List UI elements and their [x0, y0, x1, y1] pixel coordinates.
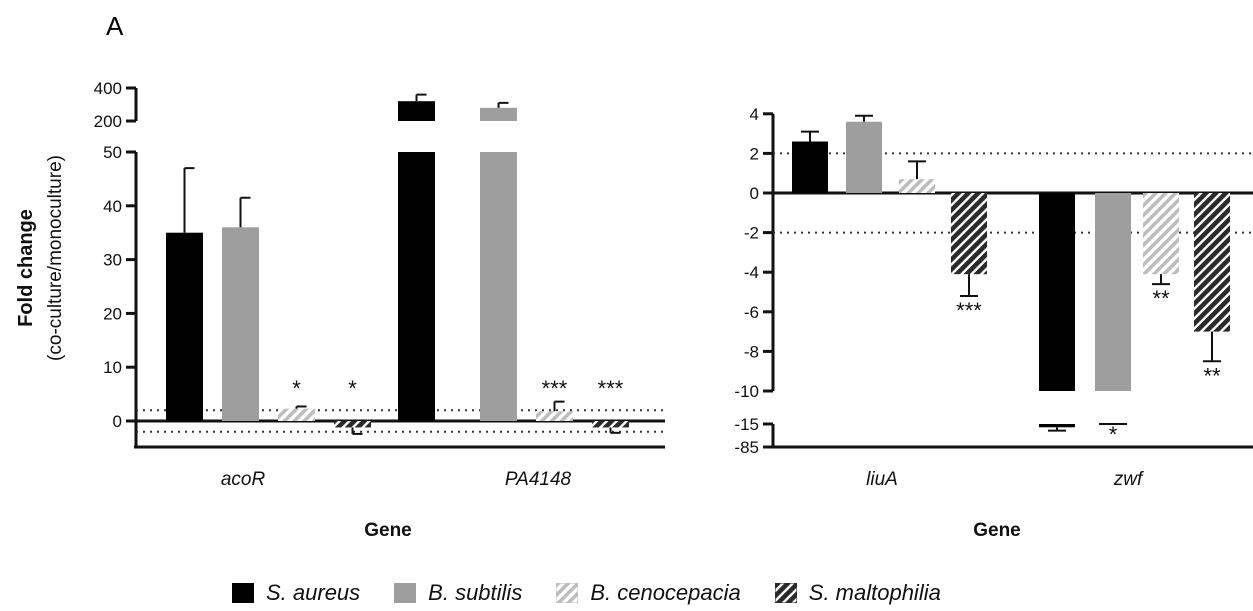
panel-label: A	[106, 11, 124, 41]
right-category-zwf: zwf	[1113, 469, 1144, 490]
left-bar-b-subtilis-pa4148-upper	[480, 107, 517, 121]
left-x-title: Gene	[364, 520, 412, 541]
right-category-liuA: liuA	[866, 469, 898, 490]
right-y-tick-label: -8	[744, 342, 759, 361]
right-y-tick-label: -2	[744, 224, 759, 243]
right-x-title: Gene	[973, 520, 1021, 541]
legend-item-s-maltophilia: S. maltophilia	[774, 580, 941, 606]
left-y-title: Fold change	[15, 209, 37, 327]
right-bar-b-subtilis-zwf	[1095, 193, 1131, 391]
left-significance-marker: ***	[598, 376, 624, 401]
left-y-tick-label: 20	[103, 304, 122, 323]
left-y-subtitle: (co-culture/monoculture)	[45, 155, 66, 361]
right-bar-b-cenocepacia-liua	[899, 179, 935, 193]
left-bar-s-maltophilia-acor	[334, 421, 371, 428]
left-bar-b-subtilis-acor	[222, 227, 259, 421]
right-bar-s-maltophilia-zwf	[1194, 193, 1230, 332]
legend-swatch-s-aureus	[232, 583, 254, 603]
left-bar-b-cenocepacia-pa4148	[536, 411, 573, 421]
left-y-tick-label: 50	[103, 143, 122, 162]
legend-swatch-b-cenocepacia	[556, 583, 579, 603]
right-significance-marker: **	[1203, 363, 1221, 388]
left-significance-marker: *	[348, 376, 357, 401]
right-significance-marker: ***	[956, 298, 982, 323]
legend-swatch-s-maltophilia	[774, 583, 797, 603]
left-y-tick-label: 30	[103, 251, 122, 270]
right-bar-s-aureus-liua	[792, 141, 828, 193]
right-chart: liuA zwf Gene 420-2-4-6-8-10-15-85******…	[734, 105, 1253, 541]
left-significance-marker: ***	[542, 376, 568, 401]
right-y-tick-label: -4	[744, 263, 759, 282]
left-bar-s-aureus-pa4148	[398, 152, 435, 421]
right-y-tick-label: -6	[744, 303, 759, 322]
legend-label: S. maltophilia	[808, 580, 941, 605]
left-y-tick-label: 400	[94, 79, 122, 98]
right-bar-s-maltophilia-liua	[951, 193, 987, 275]
legend-label: S. aureus	[266, 580, 361, 605]
right-bar-s-aureus-zwf	[1039, 193, 1075, 391]
legend: S. aureus B. subtilis B. cenocepacia S. …	[232, 580, 975, 606]
right-y-tick-label: 4	[750, 105, 759, 124]
right-y-tick-label: -15	[734, 415, 759, 434]
left-category-PA4148: PA4148	[505, 469, 572, 490]
legend-item-s-aureus: S. aureus	[232, 580, 360, 606]
left-category-acoR: acoR	[221, 469, 266, 490]
right-bar-s-aureus-zwf-lower	[1039, 424, 1075, 428]
right-bar-b-subtilis-liua	[846, 121, 882, 193]
left-chart: Fold change (co-culture/monoculture) aco…	[15, 79, 665, 541]
legend-label: B. cenocepacia	[590, 580, 741, 605]
left-bar-b-cenocepacia-acor	[278, 408, 315, 421]
legend-item-b-cenocepacia: B. cenocepacia	[556, 580, 741, 606]
right-significance-marker: *	[1109, 422, 1118, 447]
left-y-tick-label: 200	[94, 112, 122, 131]
right-significance-marker: **	[1152, 286, 1170, 311]
right-y-tick-label: 2	[750, 144, 759, 163]
left-y-tick-label: 40	[103, 197, 122, 216]
left-bar-b-subtilis-pa4148	[480, 152, 517, 421]
left-y-tick-label: 0	[113, 412, 122, 431]
left-significance-marker: *	[292, 376, 301, 401]
left-bar-s-maltophilia-pa4148	[592, 421, 629, 428]
left-bar-s-aureus-acor	[166, 232, 203, 421]
left-y-tick-label: 10	[103, 358, 122, 377]
right-y-tick-label: -85	[734, 438, 759, 457]
right-bar-b-cenocepacia-zwf	[1143, 193, 1179, 275]
right-y-tick-label: -10	[734, 382, 759, 401]
legend-label: B. subtilis	[428, 580, 523, 605]
legend-swatch-b-subtilis	[394, 583, 417, 603]
right-y-tick-label: 0	[750, 184, 759, 203]
left-bar-s-aureus-pa4148-upper	[398, 101, 435, 121]
legend-item-b-subtilis: B. subtilis	[394, 580, 522, 606]
